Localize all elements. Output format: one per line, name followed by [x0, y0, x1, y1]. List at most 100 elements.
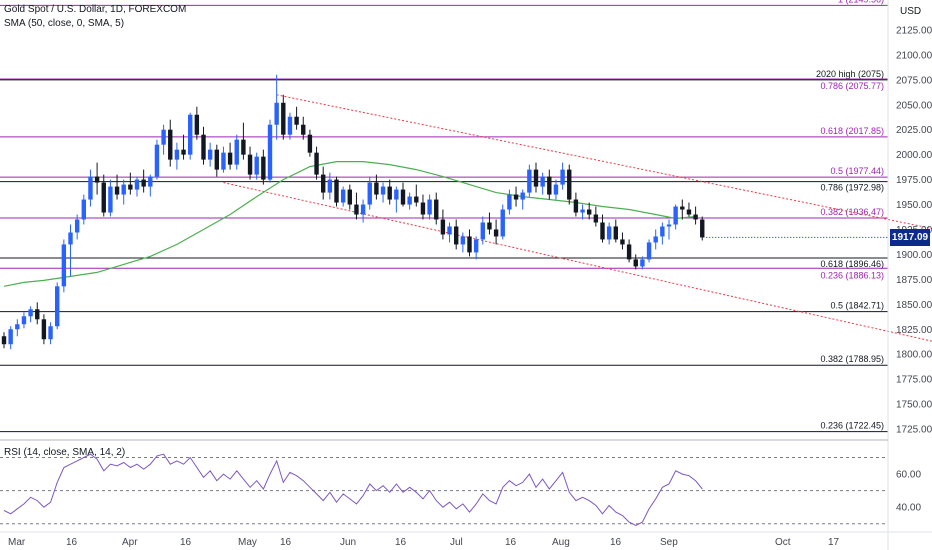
x-tick-label: 16 — [395, 537, 407, 548]
level-label: 0.786 (2075.77) — [820, 81, 884, 91]
level-label: 0.236 (1886.13) — [820, 270, 884, 280]
level-label: 1 (2149.56) — [838, 0, 884, 4]
x-tick-label: 17 — [828, 537, 840, 548]
candle-body — [434, 199, 439, 220]
currency-label[interactable]: USD — [900, 6, 922, 17]
candle-body — [201, 134, 206, 160]
candle-body — [321, 174, 326, 193]
candle-body — [327, 179, 333, 193]
y-tick-label: 2025.00 — [896, 125, 932, 136]
y-tick-label: 1900.00 — [896, 250, 932, 261]
candle-body — [174, 149, 180, 160]
candle-body — [141, 179, 146, 187]
candle-body — [507, 194, 512, 210]
trend-channel — [223, 94, 932, 342]
level-label: 2020 high (2075) — [816, 69, 884, 79]
candle-body — [101, 182, 106, 213]
y-tick-label: 1975.00 — [896, 175, 932, 186]
level-label: 0.786 (1972.98) — [820, 183, 884, 193]
candle-body — [8, 329, 13, 345]
rsi-legend[interactable]: RSI (14, close, SMA, 14, 2) — [4, 447, 126, 458]
y-tick-label: 2100.00 — [896, 50, 932, 61]
candle-body — [640, 259, 645, 267]
candle-body — [374, 182, 379, 195]
candle-body — [427, 199, 432, 215]
candle-body — [168, 129, 173, 160]
x-tick-label: 16 — [66, 537, 78, 548]
y-tick-label: 1775.00 — [896, 375, 932, 386]
fib-levels: 1 (2149.56) 2020 high (2075) 0.786 (2075.7… — [0, 0, 888, 433]
candle-body — [354, 204, 359, 215]
candle-body — [380, 186, 386, 195]
rsi-tick-label: 60.00 — [896, 470, 921, 481]
level-label: 0.382 (1936.47) — [820, 207, 884, 217]
candle-body — [414, 196, 419, 203]
candle-body — [1, 336, 7, 345]
candle-body — [254, 156, 259, 175]
candle-body — [540, 176, 545, 187]
y-tick-label: 1825.00 — [896, 325, 932, 336]
candle-body — [194, 114, 200, 135]
candle-body — [473, 239, 479, 253]
candle-body — [214, 149, 219, 170]
candle-body — [693, 214, 698, 220]
x-tick-label: 16 — [610, 537, 622, 548]
candle-body — [580, 209, 585, 213]
candle-body — [281, 102, 286, 135]
candle-body — [500, 209, 505, 237]
candle-body — [660, 226, 665, 237]
y-tick-label: 2125.00 — [896, 25, 932, 36]
candle-body — [547, 176, 552, 195]
candle-body — [467, 236, 472, 253]
candle-body — [267, 124, 273, 180]
candle-body — [620, 239, 625, 245]
x-tick-label: Jun — [340, 537, 356, 548]
candle-body — [567, 169, 572, 200]
candle-body — [21, 316, 27, 325]
candle-body — [626, 244, 632, 260]
sma-legend[interactable]: SMA (50, close, 0, SMA, 5) — [4, 18, 125, 29]
candle-body — [41, 319, 47, 340]
x-tick-label: Aug — [552, 537, 570, 548]
candle-body — [700, 219, 705, 238]
candle-body — [221, 152, 226, 170]
y-tick-label: 2050.00 — [896, 100, 932, 111]
candle-body — [360, 204, 366, 215]
chart-title: Gold Spot / U.S. Dollar, 1D, FOREXCOM — [4, 4, 187, 15]
channel-line — [276, 94, 932, 229]
rsi-pane: 40.00 60.00 — [0, 453, 921, 526]
candle-body — [241, 139, 246, 155]
candle-body — [294, 116, 299, 125]
candle-body — [161, 129, 166, 145]
candle-body — [35, 309, 40, 320]
candle-body — [207, 149, 213, 160]
candle-body — [68, 232, 73, 245]
x-tick-label: 16 — [505, 537, 517, 548]
level-label: 0.382 (1788.95) — [820, 354, 884, 364]
y-tick-label: 1725.00 — [896, 425, 932, 436]
candle-body — [666, 224, 672, 227]
y-tick-label: 2075.00 — [896, 75, 932, 86]
candle-body — [94, 176, 100, 183]
x-tick-label: Sep — [660, 537, 678, 548]
candle-body — [513, 194, 519, 200]
candle-body — [301, 124, 306, 135]
candle-body — [573, 199, 579, 213]
candle-body — [81, 199, 86, 220]
candle-body — [487, 222, 492, 230]
candle-body — [307, 134, 313, 153]
candle-body — [114, 186, 120, 195]
candle-body — [247, 154, 253, 175]
level-label: 0.618 (2017.85) — [820, 126, 884, 136]
candle-body — [108, 186, 113, 213]
candle-body — [480, 222, 485, 240]
candle-body — [181, 149, 186, 155]
candle-body — [367, 182, 372, 205]
x-tick-label: Mar — [8, 537, 26, 548]
channel-line — [223, 182, 932, 342]
candle-body — [646, 242, 652, 260]
candle-body — [227, 152, 233, 165]
candle-body — [88, 176, 93, 200]
candle-body — [633, 259, 638, 267]
